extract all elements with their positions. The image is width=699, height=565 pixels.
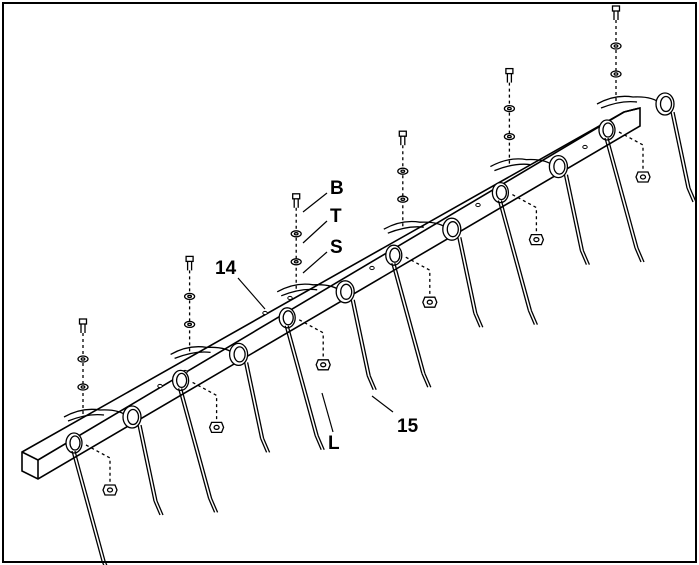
washer [610,42,622,50]
bolt-head [185,255,194,263]
bolt-head [292,193,301,200]
washer [503,104,516,113]
spring-tine [284,325,316,436]
tine-loop [63,408,129,418]
bar-hole [262,310,268,316]
spring-tine [563,174,582,251]
lock-nut [528,233,545,246]
bolt-head [78,318,88,325]
spring-tine [243,362,262,439]
spring-tine [670,111,688,189]
bolt-head [398,130,407,137]
bar-hole [369,265,375,271]
bar-hole [582,144,588,150]
spring-tine [604,137,636,249]
washer [503,132,516,141]
spring-tine [350,299,368,376]
callout-spacer-washer: S [330,237,343,258]
spring-tine [391,263,423,374]
tine-assembly [490,67,590,325]
lock-nut [102,484,118,496]
tine-loop [490,158,555,168]
callout-tine-bar: 14 [215,258,237,279]
tine-assembly [170,255,271,513]
washer [397,167,409,175]
spring-tine [497,200,530,311]
washer [183,292,196,301]
washer [397,195,409,203]
lock-nut [208,421,225,434]
washer [77,355,89,363]
tine-assembly [596,5,697,263]
washer [290,258,302,266]
tine-loop [170,346,236,355]
lock-nut [422,296,438,308]
lock-nut [635,171,651,183]
lock-nut [315,359,331,371]
bolt-head [505,67,514,75]
tine-assembly [383,130,484,388]
tine-loop [276,283,342,293]
callout-tooth-lock-washer: T [330,206,342,227]
bolt-head [611,5,621,12]
tine-loop [383,220,449,230]
callout-lock-nut: L [328,433,340,454]
spring-tine [177,388,210,499]
washer [77,383,89,391]
tine-assemblies [63,5,697,565]
callout-bolt: B [330,178,344,199]
bar-hole [475,202,481,208]
tine-assembly [63,318,164,565]
washer [290,230,302,238]
washer [183,320,196,329]
leader-lines [237,192,394,433]
spring-tine [457,237,475,314]
washer [610,70,622,78]
bar-hole [287,295,293,301]
callout-spring-tine: 15 [397,416,419,437]
spring-tine [137,424,155,502]
tine-loop [596,95,662,105]
bar-hole [157,383,163,389]
tine-assembly [276,193,377,451]
spring-tine [71,450,103,562]
